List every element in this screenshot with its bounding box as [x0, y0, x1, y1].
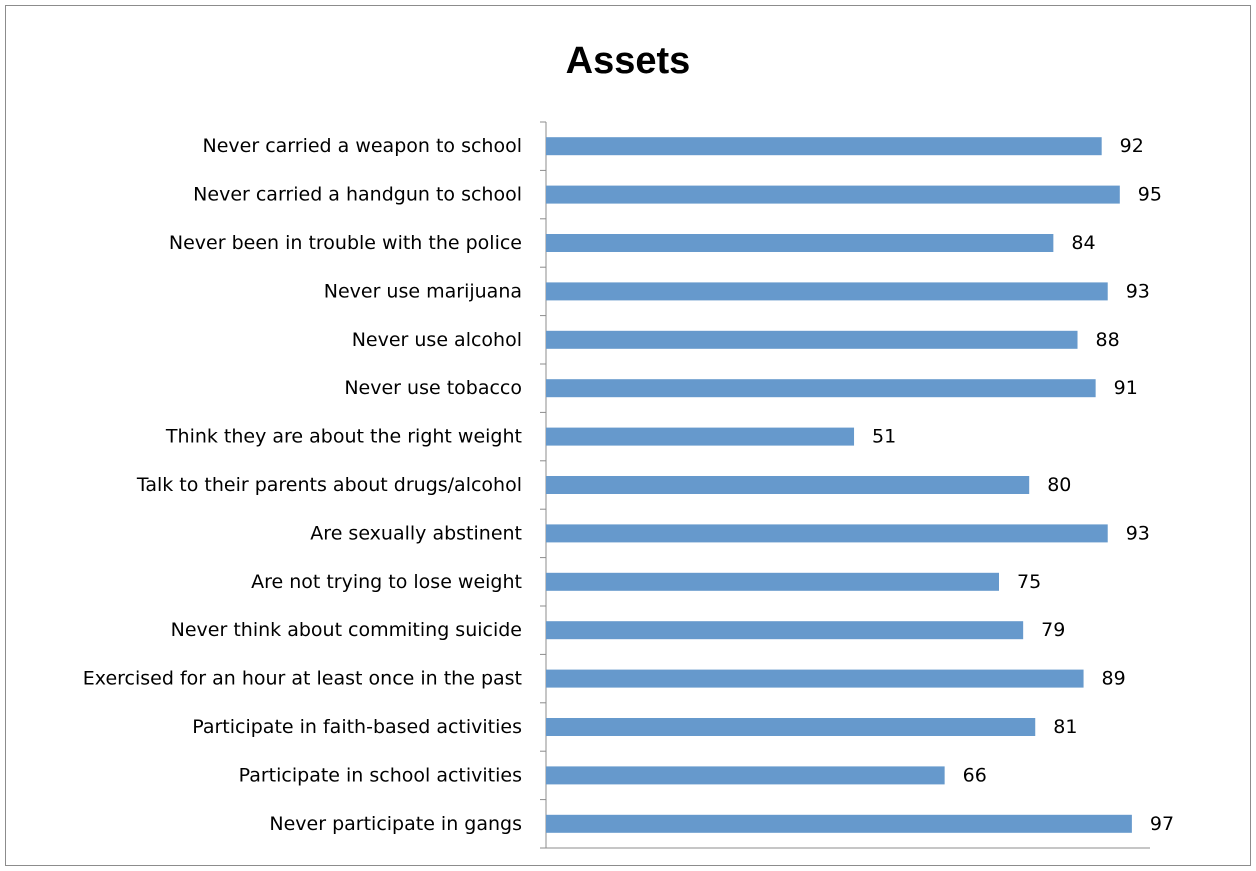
category-labels: Never carried a weapon to school Never ca… [83, 135, 522, 835]
category-label: Never carried a handgun to school [193, 184, 522, 206]
category-label: Are not trying to lose weight [251, 571, 522, 593]
bar [546, 427, 855, 446]
bar [546, 718, 1036, 736]
data-label: 91 [1114, 377, 1138, 399]
category-label: Never use tobacco [344, 377, 522, 399]
data-label: 66 [963, 764, 987, 786]
data-label: 93 [1126, 280, 1150, 302]
category-label: Never think about commiting suicide [171, 619, 522, 641]
category-label: Talk to their parents about drugs/alcoho… [136, 474, 522, 496]
data-label: 75 [1017, 571, 1041, 593]
chart-title: Assets [565, 40, 691, 82]
category-label: Never use alcohol [352, 329, 522, 351]
data-label: 97 [1150, 813, 1174, 835]
bar [546, 137, 1102, 156]
category-label: Think they are about the right weight [165, 426, 522, 448]
category-label: Never use marijuana [324, 280, 522, 302]
data-label: 95 [1138, 184, 1162, 206]
category-label: Never carried a weapon to school [203, 135, 522, 157]
category-label: Are sexually abstinent [310, 522, 522, 544]
bar [546, 330, 1078, 349]
category-label: Never participate in gangs [269, 813, 522, 835]
data-label: 89 [1102, 668, 1126, 690]
bar [546, 185, 1120, 204]
data-label: 51 [872, 426, 896, 448]
data-label: 81 [1053, 716, 1077, 738]
category-label: Never been in trouble with the police [169, 232, 522, 254]
data-label: 92 [1120, 135, 1144, 157]
category-label: Participate in school activities [239, 764, 522, 786]
data-label: 84 [1071, 232, 1095, 254]
chart-bars [546, 137, 1132, 833]
data-label: 93 [1126, 522, 1150, 544]
bar [546, 814, 1132, 833]
bar [546, 669, 1084, 688]
bar [546, 476, 1030, 494]
bar [546, 524, 1108, 543]
bar [546, 621, 1024, 640]
bar [546, 572, 999, 591]
data-label: 80 [1047, 474, 1071, 496]
data-label: 88 [1096, 329, 1120, 351]
category-label: Participate in faith-based activities [192, 716, 522, 738]
value-labels: 92 95 84 93 88 91 51 80 93 75 79 89 81 66 97 [872, 135, 1174, 835]
bar [546, 766, 945, 785]
bar [546, 379, 1096, 398]
category-label: Exercised for an hour at least once in t… [83, 668, 522, 690]
bar [546, 234, 1054, 252]
data-label: 79 [1041, 619, 1065, 641]
bar [546, 282, 1108, 301]
